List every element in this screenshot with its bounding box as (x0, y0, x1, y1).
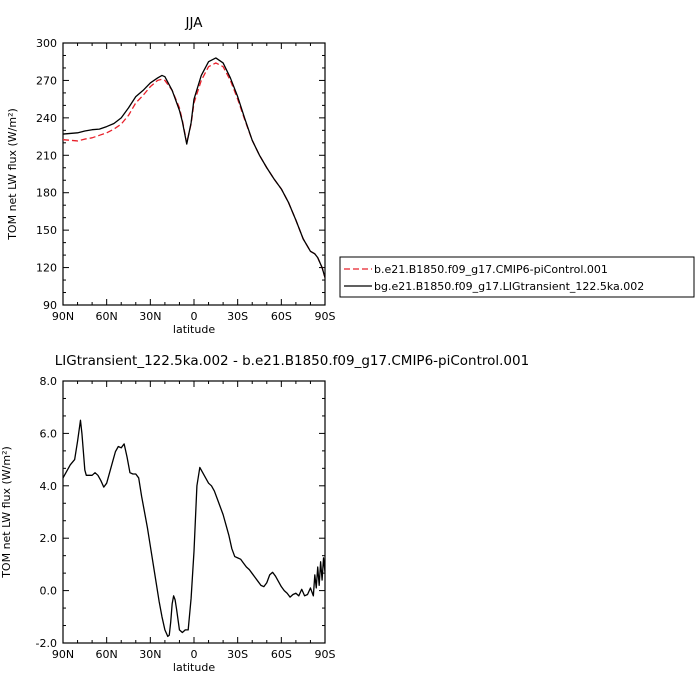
y-tick-label: 90 (43, 299, 57, 312)
x-axis-label: latitude (173, 661, 215, 674)
y-tick-label: 180 (36, 187, 57, 200)
y-tick-label: 150 (36, 224, 57, 237)
plot-frame (62, 42, 326, 306)
bottom-plot: LIGtransient_122.5ka.002 - b.e21.B1850.f… (0, 353, 529, 674)
x-tick-label: 30S (227, 648, 248, 661)
y-tick-label: -2.0 (36, 637, 57, 650)
x-axis-label: latitude (173, 323, 215, 336)
legend-label-1: b.e21.B1850.f09_g17.CMIP6-piControl.001 (374, 263, 608, 276)
y-tick-label: 4.0 (40, 480, 58, 493)
y-tick-label: 120 (36, 262, 57, 275)
top-plot: JJA 90N 60N 30N 0 30S 60S 90S 90 120 150 180 210 240 2… (6, 15, 336, 336)
y-tick-label: 6.0 (40, 427, 58, 440)
y-axis-label: TOM net LW flux (W/m²) (0, 446, 13, 579)
y-tick-label: 210 (36, 149, 57, 162)
plot-frame (62, 380, 326, 644)
x-tick-label: 30N (139, 310, 161, 323)
series-line-1 (63, 419, 325, 638)
x-tick-label: 90N (52, 648, 74, 661)
x-tick-label: 30S (227, 310, 248, 323)
plot-title: LIGtransient_122.5ka.002 - b.e21.B1850.f… (55, 353, 529, 369)
y-tick-label: 2.0 (40, 532, 58, 545)
x-tick-label: 60S (271, 310, 292, 323)
x-tick-label: 0 (191, 648, 198, 661)
series-line-1 (63, 62, 325, 278)
x-tick-label: 60N (96, 310, 118, 323)
x-tick-label: 0 (191, 310, 198, 323)
y-tick-label: 270 (36, 74, 57, 87)
y-tick-label: 240 (36, 112, 57, 125)
x-tick-label: 90S (315, 648, 336, 661)
series-line-2 (63, 57, 325, 278)
x-tick-label: 90S (315, 310, 336, 323)
plot-title: JJA (185, 15, 204, 31)
y-tick-label: 300 (36, 37, 57, 50)
y-tick-label: 8.0 (40, 375, 58, 388)
x-tick-label: 60S (271, 648, 292, 661)
legend-box (339, 256, 695, 298)
x-tick-label: 30N (139, 648, 161, 661)
x-tick-label: 60N (96, 648, 118, 661)
y-axis-label: TOM net LW flux (W/m²) (6, 108, 19, 241)
x-tick-label: 90N (52, 310, 74, 323)
y-tick-label: 0.0 (40, 585, 58, 598)
legend-label-2: bg.e21.B1850.f09_g17.LIGtransient_122.5k… (374, 280, 644, 293)
legend: b.e21.B1850.f09_g17.CMIP6-piControl.001b… (339, 256, 695, 298)
